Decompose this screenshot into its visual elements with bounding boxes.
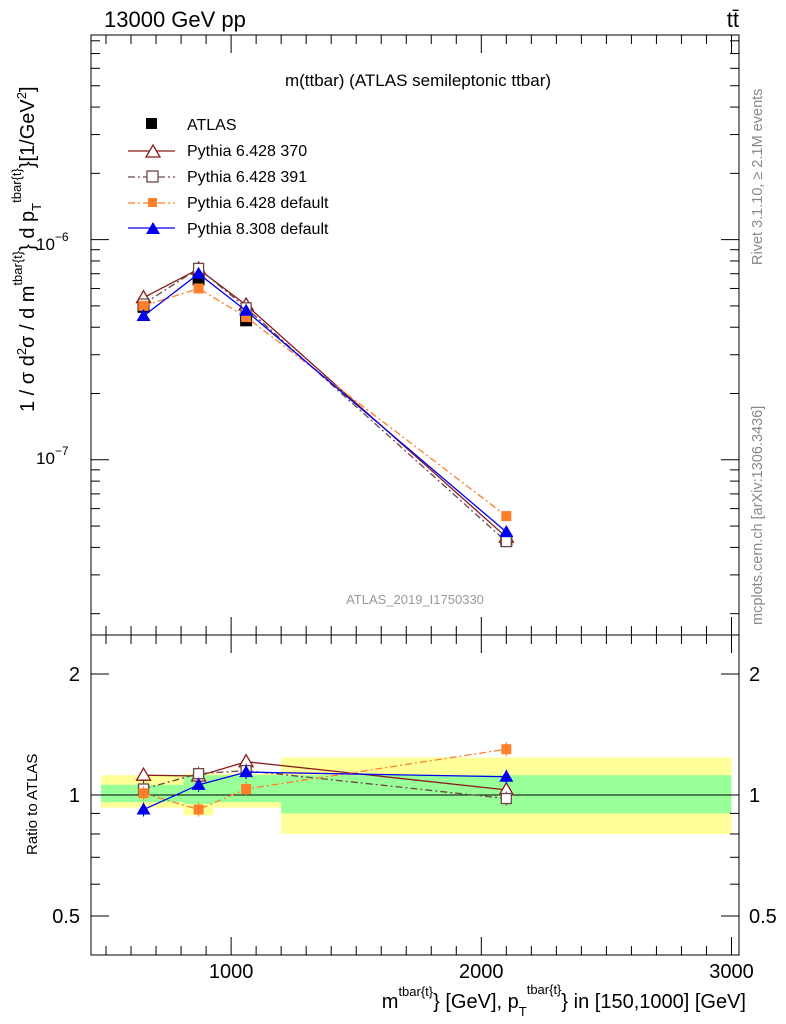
ratio-ytick-label-left: 2 [69,664,80,686]
legend-marker-p6-370 [144,143,162,158]
ratio-ytick-label-left: 1 [69,785,80,807]
ratio-panel: 0.5 0.5 1 1 2 2 1000 2000 3000 Ratio to ATLAS mt… [24,634,777,1019]
main-point-series-3-pt-0 [138,300,149,311]
legend-marker-p6-default [148,198,157,207]
ratio-point-series-2-pt-3 [501,744,512,755]
ytick-label-1e-6: 10−6 [36,230,69,254]
ratio-ylabel: Ratio to ATLAS [24,754,41,855]
main-point-series-4-pt-1 [191,266,206,279]
main-point-series-3-pt-3 [501,511,512,522]
main-point-series-4-pt-3 [499,524,514,537]
main-point-series-2-pt-3 [500,535,512,548]
ratio-ytick-label-right: 0.5 [749,906,777,928]
main-title: m(ttbar) (ATLAS semileptonic ttbar) [285,71,551,90]
ratio-line-series-1 [143,769,507,800]
ratio-point-series-1-pt-3 [500,792,512,805]
main-line-series-4 [143,272,507,533]
watermark: ATLAS_2019_I1750330 [346,592,484,607]
legend-label-atlas: ATLAS [187,117,237,134]
ratio-point-series-3-pt-2 [239,765,254,778]
ratio-ytick-label-right: 1 [749,785,760,807]
main-line-series-3 [143,287,507,517]
main-ylabel: 1 / σ d2σ / d mtbar{t}} d pTtbar{t}}[1/G… [9,86,44,412]
legend-marker-atlas [146,118,157,129]
main-series-layer [135,260,515,548]
ratio-line-series-3 [143,771,507,811]
ratio-xtick-label: 3000 [709,961,754,983]
main-point-series-3-pt-1 [193,283,204,294]
ratio-xlabel: mtbar{t}} [GeV], pTtbar{t}} in [150,1000… [382,982,746,1019]
legend-marker-p6-391 [146,170,159,183]
main-ticks [91,35,739,635]
ratio-point-series-2-pt-0 [138,788,149,799]
ratio-line-series-0 [143,761,507,791]
ratio-ytick-label-right: 2 [749,664,760,686]
main-line-series-2 [143,267,507,543]
ratio-xtick-label: 1000 [209,961,254,983]
ratio-point-series-1-pt-1 [192,768,205,780]
ratio-line-series-2 [143,748,507,811]
ratio-point-series-0-pt-0 [135,766,152,781]
legend-label-p6-370: Pythia 6.428 370 [187,143,307,160]
main-line-series-1 [143,268,507,538]
legend-label-p8-default: Pythia 8.308 default [187,221,329,238]
header-left: 13000 GeV pp [104,7,246,32]
ratio-point-series-3-pt-0 [136,802,151,815]
ratio-series-layer [135,742,515,817]
legend-label-p6-391: Pythia 6.428 391 [187,169,307,186]
ratio-point-series-3-pt-3 [499,769,514,782]
legend-marker-p8-default [146,222,160,234]
ratio-point-series-2-pt-2 [241,783,252,794]
ratio-ticks: 0.5 0.5 1 1 2 2 1000 2000 3000 [52,635,777,983]
rivet-label: Rivet 3.1.10, ≥ 2.1M events [750,89,766,265]
ratio-point-series-3-pt-1 [191,777,206,790]
main-point-series-3-pt-2 [241,312,252,323]
ratio-ytick-label-left: 0.5 [52,906,80,928]
legend-label-p6-default: Pythia 6.428 default [187,195,329,212]
mcplots-label: mcplots.cern.ch [arXiv:1306.3436] [750,406,766,625]
legend: ATLAS Pythia 6.428 370 Pythia 6.428 391 … [128,117,329,238]
main-point-series-4-pt-2 [239,303,254,316]
header-right: tt̄ [727,7,739,32]
ratio-xtick-label: 2000 [459,961,504,983]
ytick-label-1e-7: 10−7 [36,444,69,468]
main-panel: m(ttbar) (ATLAS semileptonic ttbar) ATLA… [9,34,740,636]
main-point-series-4-pt-0 [136,308,151,321]
ratio-point-series-2-pt-1 [193,804,204,815]
